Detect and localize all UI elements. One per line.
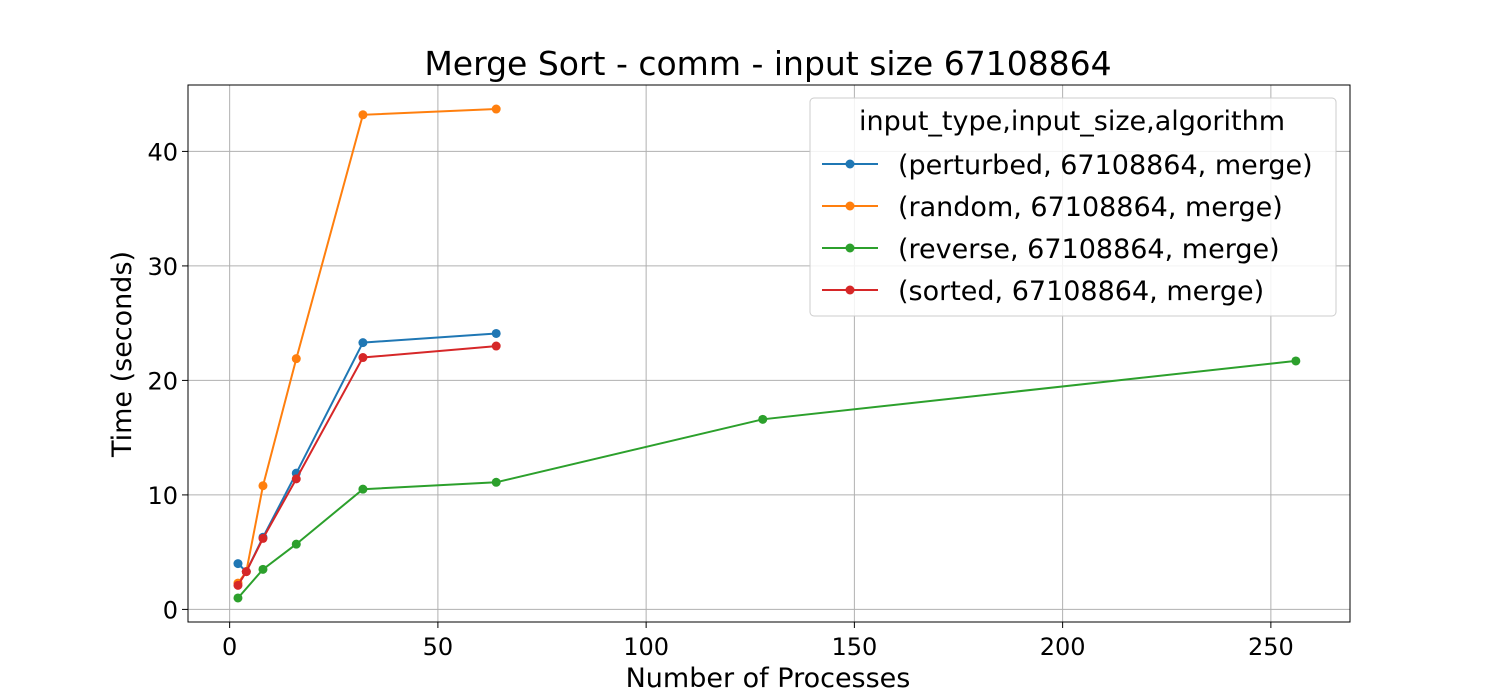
plot-series bbox=[233, 104, 1301, 603]
data-point bbox=[358, 353, 368, 363]
data-point bbox=[233, 559, 243, 569]
x-axis-label: Number of Processes bbox=[626, 663, 911, 694]
series-3 bbox=[233, 341, 501, 590]
legend-box bbox=[809, 97, 1337, 317]
x-tick-label: 100 bbox=[623, 633, 669, 661]
series-2 bbox=[233, 356, 1301, 603]
x-tick-label: 250 bbox=[1248, 633, 1294, 661]
data-point bbox=[241, 567, 251, 577]
y-tick-label: 20 bbox=[147, 367, 178, 395]
legend-title: input_type,input_size,algorithm bbox=[859, 106, 1285, 137]
axis-ticks: 0 50 100 150 200 250 0 10 20 30 40 bbox=[147, 138, 1293, 661]
data-point bbox=[291, 539, 301, 549]
data-point bbox=[1291, 356, 1301, 366]
data-point bbox=[491, 341, 501, 351]
x-tick-label: 0 bbox=[222, 633, 237, 661]
data-point bbox=[233, 593, 243, 603]
data-point bbox=[258, 481, 268, 491]
legend-marker bbox=[845, 159, 855, 169]
legend-item: (random, 67108864, merge) bbox=[822, 192, 1283, 223]
series-line bbox=[237, 359, 1297, 599]
y-tick-label: 0 bbox=[163, 596, 178, 624]
y-tick-label: 30 bbox=[147, 253, 178, 281]
plot-frame bbox=[187, 84, 1351, 623]
series-line bbox=[237, 332, 497, 574]
series-line bbox=[237, 345, 497, 586]
data-point bbox=[258, 533, 268, 543]
data-point bbox=[358, 484, 368, 494]
legend-marker bbox=[845, 285, 855, 295]
data-point bbox=[491, 328, 501, 338]
legend-label: (reverse, 67108864, merge) bbox=[898, 234, 1280, 265]
legend-label: (random, 67108864, merge) bbox=[898, 192, 1283, 223]
data-point bbox=[258, 564, 268, 574]
data-point bbox=[491, 477, 501, 487]
data-point bbox=[358, 110, 368, 120]
legend-marker bbox=[845, 243, 855, 253]
data-point bbox=[491, 104, 501, 114]
legend: input_type,input_size,algorithm (perturb… bbox=[809, 97, 1337, 317]
legend-item: (sorted, 67108864, merge) bbox=[822, 276, 1264, 307]
data-point bbox=[758, 414, 768, 424]
data-point bbox=[291, 474, 301, 484]
data-point bbox=[233, 580, 243, 590]
legend-label: (sorted, 67108864, merge) bbox=[898, 276, 1264, 307]
y-tick-label: 10 bbox=[147, 482, 178, 510]
x-tick-label: 200 bbox=[1040, 633, 1086, 661]
x-tick-label: 150 bbox=[831, 633, 877, 661]
legend-item: (perturbed, 67108864, merge) bbox=[822, 150, 1313, 181]
legend-label: (perturbed, 67108864, merge) bbox=[898, 150, 1313, 181]
chart-title: Merge Sort - comm - input size 67108864 bbox=[424, 44, 1111, 83]
data-point bbox=[291, 354, 301, 364]
y-axis-label: Time (seconds) bbox=[107, 251, 138, 458]
data-point bbox=[358, 338, 368, 348]
legend-item: (reverse, 67108864, merge) bbox=[822, 234, 1280, 265]
series-0 bbox=[233, 328, 501, 577]
y-tick-label: 40 bbox=[147, 138, 178, 166]
x-tick-label: 50 bbox=[423, 633, 454, 661]
legend-marker bbox=[845, 201, 855, 211]
